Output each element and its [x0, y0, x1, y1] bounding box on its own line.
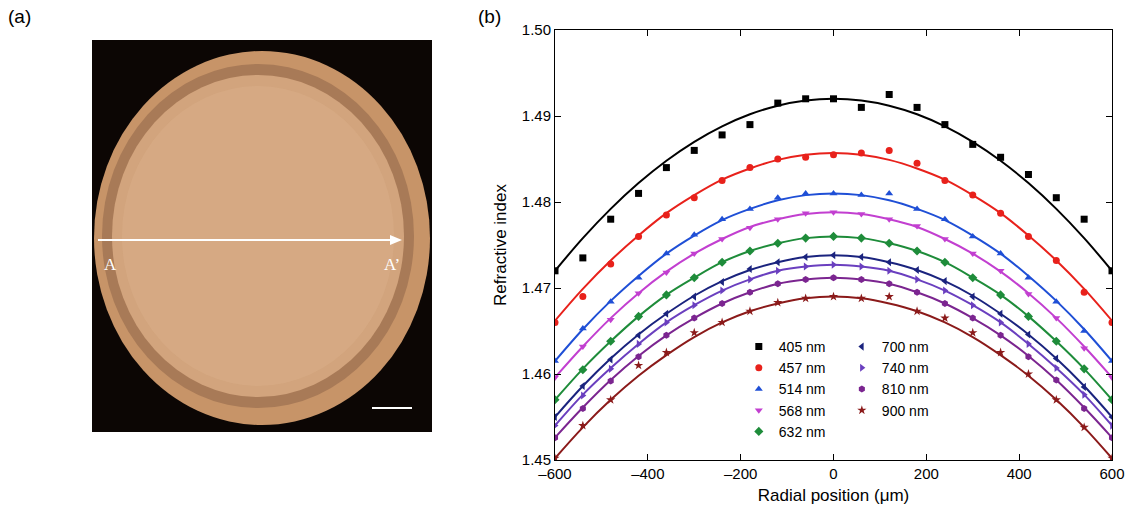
- svg-text:–400: –400: [631, 465, 664, 482]
- svg-text:1.45: 1.45: [522, 451, 551, 468]
- svg-text:Refractive index: Refractive index: [491, 184, 510, 306]
- svg-text:810 nm: 810 nm: [882, 381, 929, 397]
- svg-text:1.46: 1.46: [522, 365, 551, 382]
- svg-text:1.48: 1.48: [522, 193, 551, 210]
- svg-text:457 nm: 457 nm: [779, 360, 826, 376]
- svg-text:A: A: [104, 255, 117, 274]
- svg-text:900 nm: 900 nm: [882, 403, 929, 419]
- svg-text:200: 200: [914, 465, 939, 482]
- html-text:(b): (b): [478, 6, 502, 27]
- svg-text:632 nm: 632 nm: [779, 424, 826, 440]
- svg-text:700 nm: 700 nm: [882, 339, 929, 355]
- svg-text:514 nm: 514 nm: [779, 381, 826, 397]
- svg-text:740 nm: 740 nm: [882, 360, 929, 376]
- svg-text:–600: –600: [538, 465, 571, 482]
- svg-text:1.47: 1.47: [522, 279, 551, 296]
- svg-text:1.50: 1.50: [522, 21, 551, 38]
- svg-text:405 nm: 405 nm: [779, 339, 826, 355]
- svg-text:400: 400: [1007, 465, 1032, 482]
- svg-text:1.49: 1.49: [522, 107, 551, 124]
- html-text:(a): (a): [8, 6, 32, 27]
- svg-text:0: 0: [829, 465, 837, 482]
- svg-text:568 nm: 568 nm: [779, 403, 826, 419]
- svg-text:600: 600: [1099, 465, 1124, 482]
- svg-text:–200: –200: [724, 465, 757, 482]
- svg-text:Radial position (μm): Radial position (μm): [758, 486, 910, 505]
- svg-text:A’: A’: [384, 255, 400, 274]
